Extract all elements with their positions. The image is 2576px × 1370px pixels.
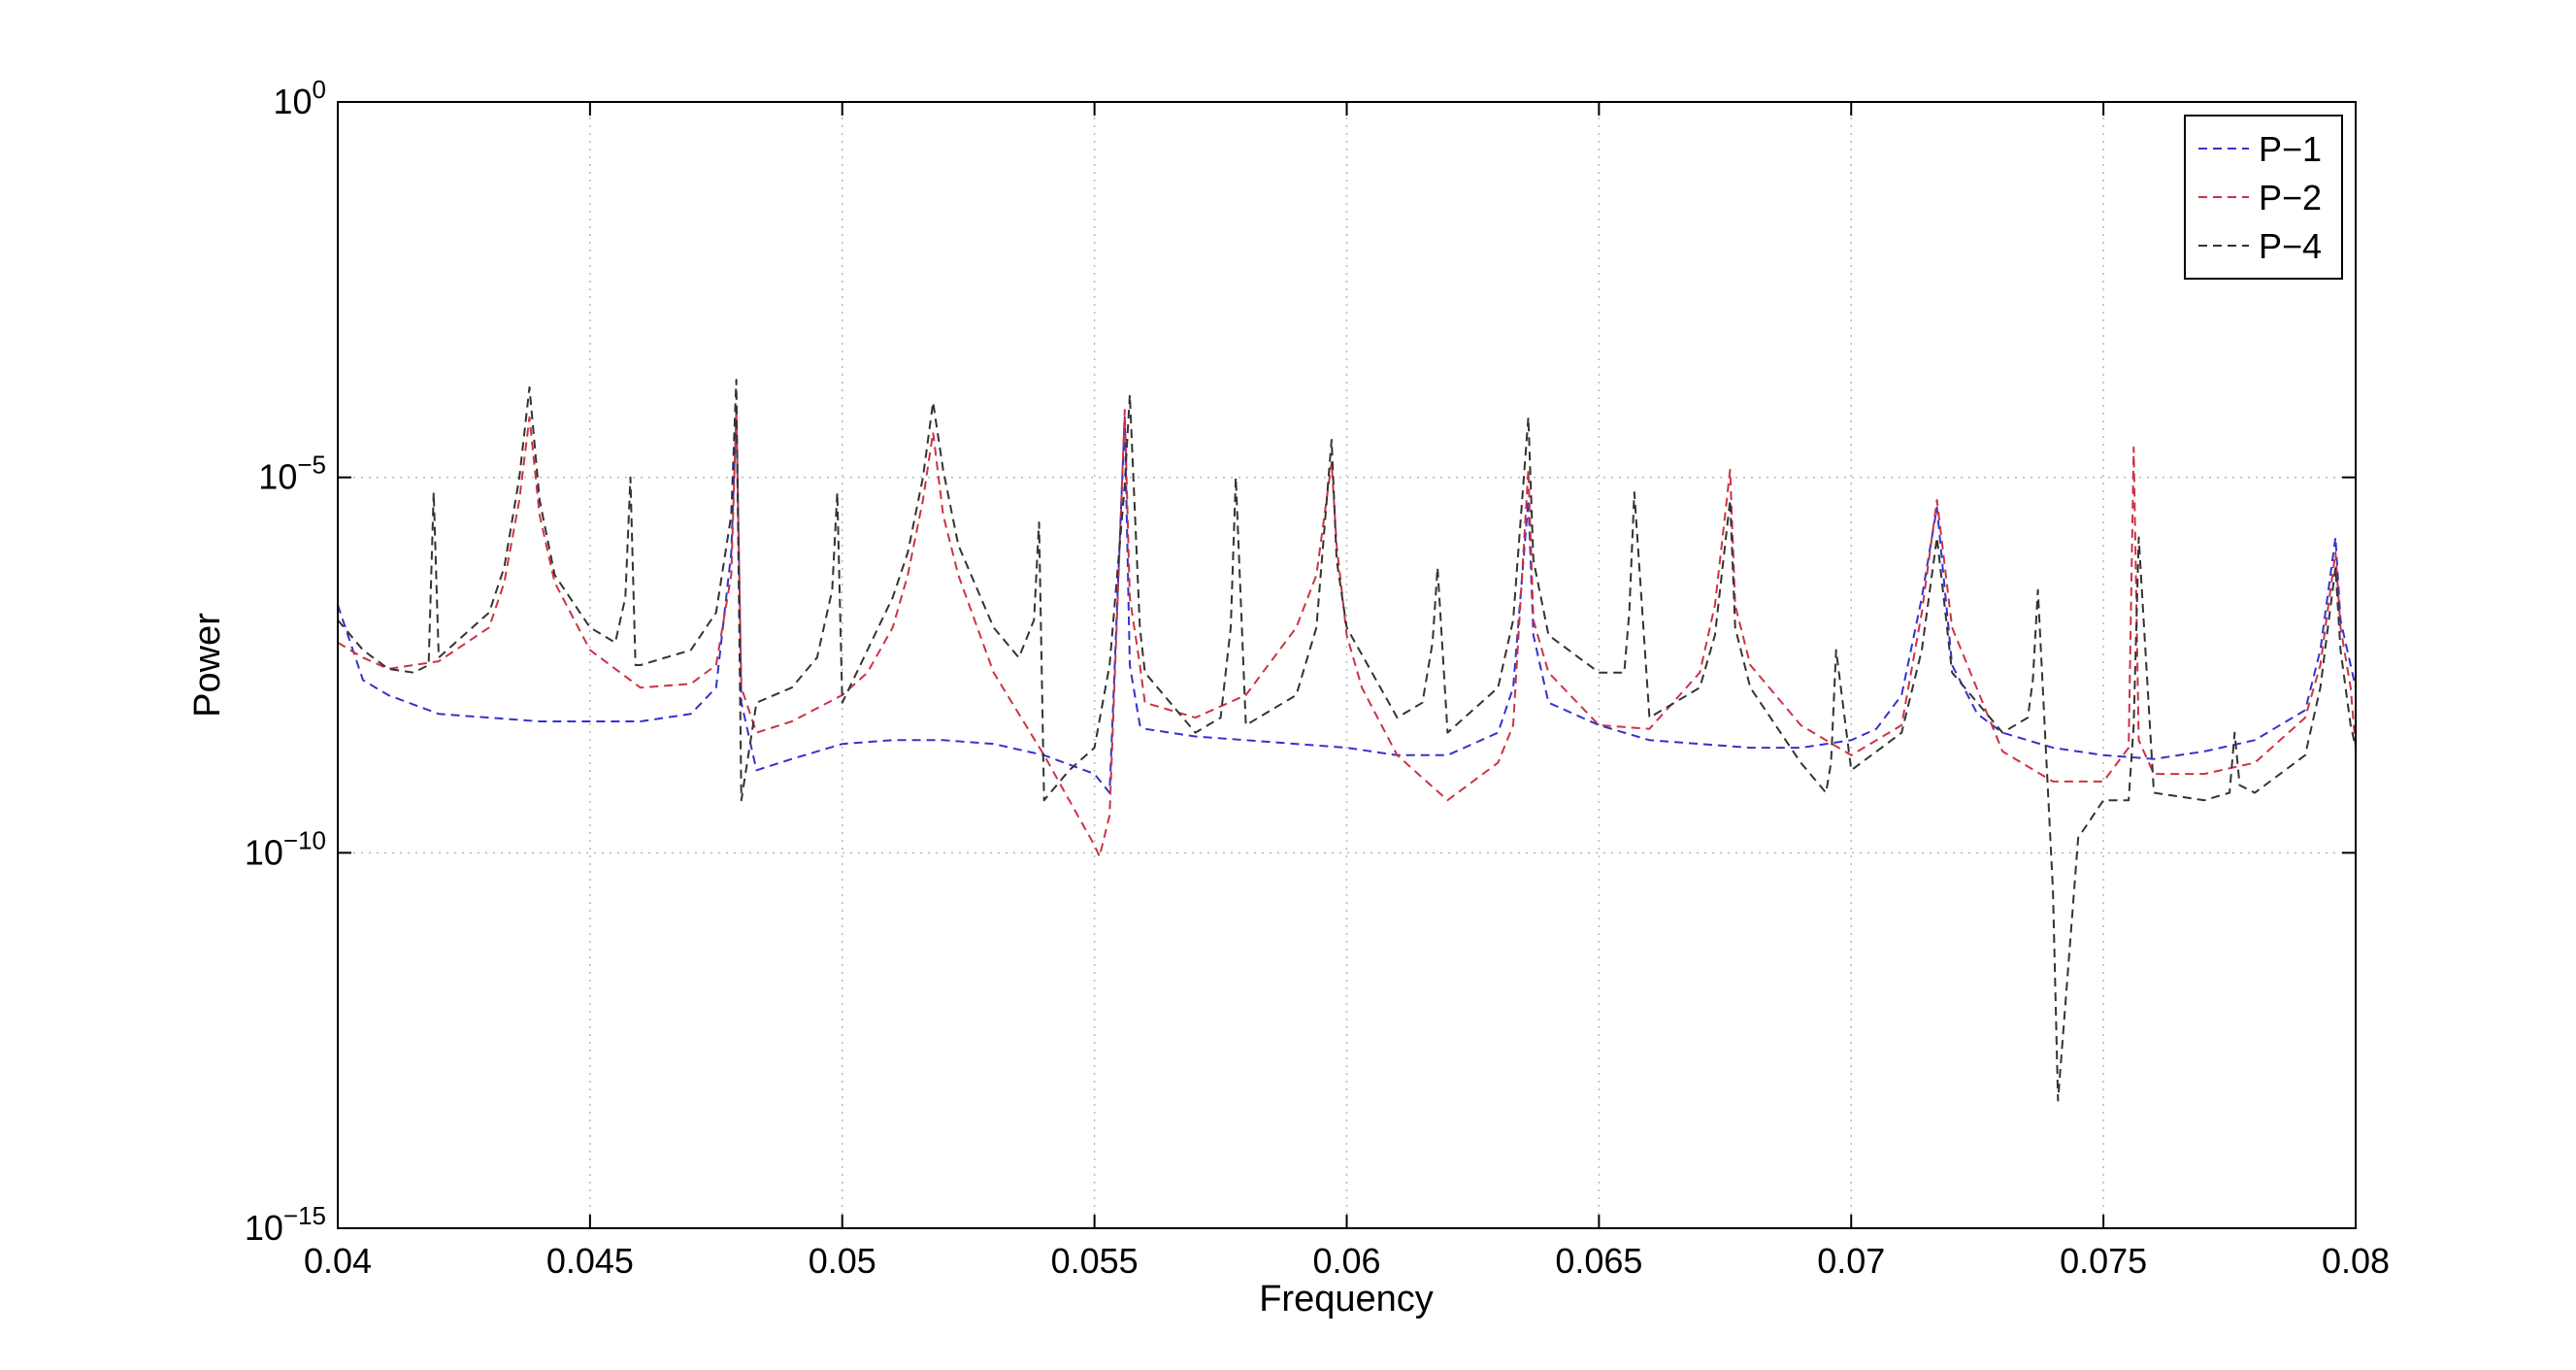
x-tick-label: 0.07: [1817, 1241, 1885, 1281]
x-tick-label: 0.04: [304, 1241, 372, 1281]
legend-label: P−2: [2259, 178, 2322, 217]
series-line-3: [337, 379, 2357, 1102]
x-tick-label: 0.06: [1312, 1241, 1380, 1281]
tick-layer: 0.04 0.045 0.05 0.055 0.06 0.065 0.07 0.075 0.08…: [245, 75, 2390, 1281]
x-axis-label: Frequency: [1259, 1279, 1434, 1320]
y-tick-label: 10−5: [258, 451, 326, 497]
x-tick-label: 0.05: [809, 1241, 876, 1281]
series-line-2: [337, 409, 2357, 858]
series-layer: [337, 379, 2357, 1102]
x-tick-label: 0.055: [1051, 1241, 1139, 1281]
y-tick-label: 10−15: [245, 1201, 326, 1248]
x-tick-label: 0.065: [1555, 1241, 1642, 1281]
legend-label: P−1: [2259, 129, 2322, 169]
y-tick-label: 10−10: [245, 825, 326, 872]
x-tick-label: 0.08: [2322, 1241, 2390, 1281]
grid-layer: [338, 102, 2356, 1228]
legend-label: P−4: [2259, 226, 2322, 266]
legend-box: [2184, 115, 2343, 280]
x-tick-label: 0.045: [546, 1241, 634, 1281]
y-tick-label: 100: [273, 75, 326, 121]
legend: P−1 P−2 P−4: [2184, 115, 2343, 280]
y-axis-label: Power: [187, 613, 228, 718]
x-tick-label: 0.075: [2060, 1241, 2147, 1281]
